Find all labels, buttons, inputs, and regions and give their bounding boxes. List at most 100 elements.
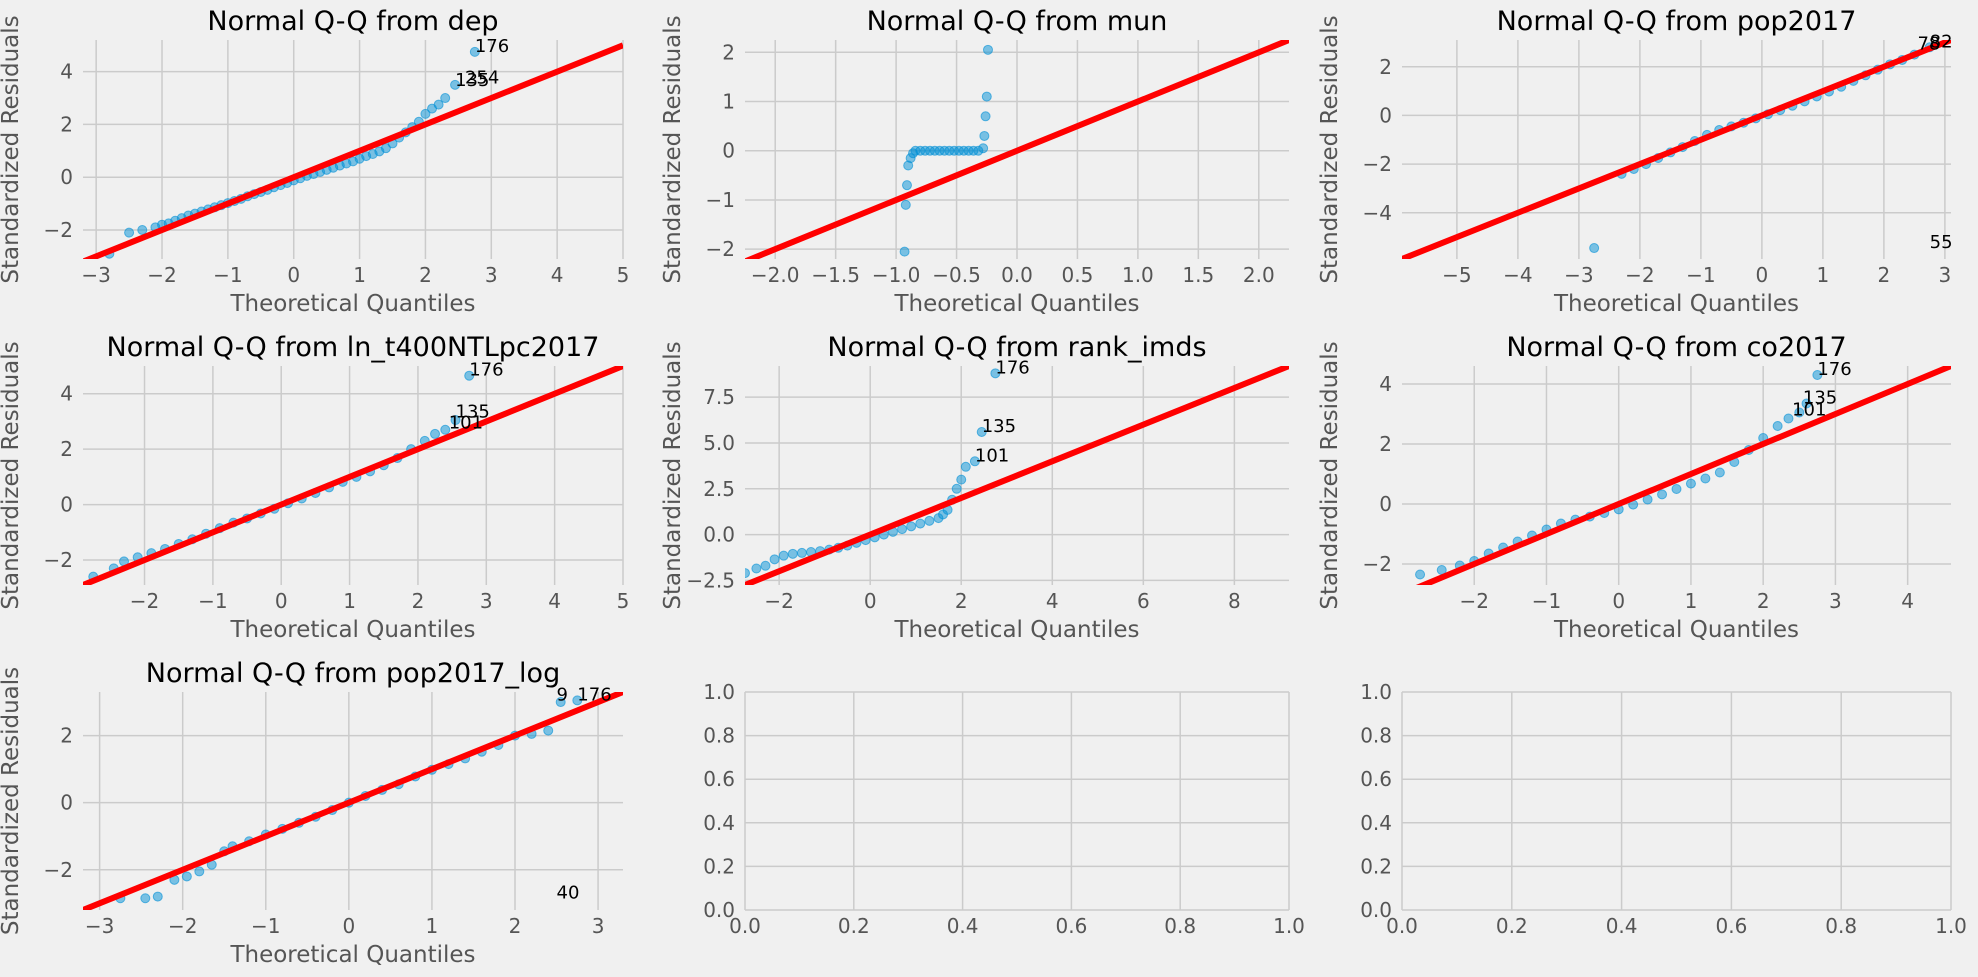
x-axis-label: Theoretical Quantiles — [229, 291, 475, 317]
data-point — [1801, 398, 1812, 409]
data-point — [543, 725, 554, 736]
point-annotation: 135 — [455, 70, 489, 91]
data-point — [1415, 569, 1426, 580]
subplot-title: Normal Q-Q from pop2017_log — [146, 658, 560, 689]
x-tick-label: −2 — [1459, 589, 1488, 613]
x-tick-label: 0.0 — [1001, 263, 1033, 287]
x-axis-label: Theoretical Quantiles — [1553, 291, 1799, 317]
x-tick-label: −1 — [251, 914, 280, 938]
x-tick-label: 1 — [343, 589, 356, 613]
y-tick-label: 0.4 — [703, 811, 735, 835]
y-tick-label: −2 — [44, 548, 73, 572]
x-tick-label: 0 — [287, 263, 300, 287]
y-tick-label: −2 — [1363, 552, 1392, 576]
y-tick-label: 0 — [60, 493, 73, 517]
data-point — [899, 246, 910, 257]
y-tick-label: 0 — [1379, 103, 1392, 127]
data-point — [1714, 467, 1725, 478]
plot-area — [83, 692, 623, 910]
x-tick-label: −3 — [81, 263, 110, 287]
point-annotation: 135 — [456, 401, 490, 422]
x-tick-label: −4 — [1503, 263, 1532, 287]
x-axis-label: Theoretical Quantiles — [893, 617, 1139, 643]
data-point — [976, 426, 987, 437]
data-point — [469, 46, 480, 57]
point-annotation: 55 — [1930, 232, 1953, 253]
point-annotation: 176 — [995, 357, 1029, 378]
reference-line — [83, 366, 623, 585]
data-point — [450, 79, 461, 90]
y-tick-label: 0.0 — [703, 523, 735, 547]
x-tick-label: 8 — [1228, 589, 1241, 613]
point-annotation: 135 — [1803, 388, 1837, 409]
y-tick-label: 0.4 — [1360, 811, 1392, 835]
y-tick-label: 0.8 — [703, 724, 735, 748]
x-tick-label: −1.0 — [872, 263, 921, 287]
x-tick-label: 0.8 — [1164, 914, 1196, 938]
x-tick-label: 1.0 — [1122, 263, 1154, 287]
y-axis-label: Standardized Residuals — [1317, 15, 1343, 283]
data-point — [194, 866, 205, 877]
y-tick-label: 2 — [1379, 432, 1392, 456]
x-axis-label: Theoretical Quantiles — [229, 617, 475, 643]
y-tick-label: 0.6 — [703, 767, 735, 791]
x-tick-label: 3 — [1939, 263, 1952, 287]
data-point — [433, 99, 444, 110]
data-point — [951, 483, 962, 494]
y-axis-label: Standardized Residuals — [660, 15, 686, 283]
x-tick-label: 1 — [1685, 589, 1698, 613]
plot-area — [1415, 366, 1951, 585]
data-point — [1772, 421, 1783, 431]
data-point — [450, 415, 461, 426]
x-tick-label: 2 — [955, 589, 968, 613]
y-tick-label: 2 — [1379, 55, 1392, 79]
y-tick-label: 4 — [1379, 372, 1392, 396]
x-tick-label: 0 — [1612, 589, 1625, 613]
x-tick-label: −1 — [213, 263, 242, 287]
y-tick-label: 2 — [60, 112, 73, 136]
point-annotation: 101 — [449, 412, 483, 433]
y-axis-label: Standardized Residuals — [1317, 341, 1343, 609]
x-tick-label: −2 — [168, 914, 197, 938]
x-tick-label: 3 — [1829, 589, 1842, 613]
y-tick-label: −2 — [706, 237, 735, 261]
x-tick-label: 2 — [412, 589, 425, 613]
point-annotation: 9 — [557, 684, 568, 705]
subplot-title: Normal Q-Q from rank_imds — [827, 332, 1206, 363]
data-point — [915, 518, 926, 529]
y-tick-label: 1.0 — [703, 680, 735, 704]
x-tick-label: 1.5 — [1182, 263, 1214, 287]
data-point — [769, 554, 780, 565]
y-tick-label: 1 — [722, 90, 735, 114]
x-tick-label: −1 — [198, 589, 227, 613]
x-tick-label: 0.0 — [729, 914, 761, 938]
y-tick-label: 1.0 — [1360, 680, 1392, 704]
x-tick-label: 1.0 — [1273, 914, 1305, 938]
point-annotation: 82 — [1930, 31, 1953, 52]
subplot-title: Normal Q-Q from pop2017 — [1497, 6, 1857, 37]
x-tick-label: 0.5 — [1062, 263, 1094, 287]
data-point — [900, 199, 911, 210]
y-tick-label: −2.5 — [686, 568, 735, 592]
x-tick-label: −5 — [1442, 263, 1471, 287]
data-point — [440, 424, 451, 435]
x-tick-label: 2.0 — [1243, 263, 1275, 287]
x-tick-label: 2 — [1878, 263, 1891, 287]
x-tick-label: −2 — [130, 589, 159, 613]
x-tick-label: 1 — [426, 914, 439, 938]
x-tick-label: 1.0 — [1935, 914, 1967, 938]
data-point — [760, 560, 771, 571]
x-tick-label: 0 — [1756, 263, 1769, 287]
data-point — [124, 227, 135, 238]
data-point — [1700, 473, 1711, 484]
reference-line — [745, 366, 1289, 585]
data-point — [1794, 407, 1805, 418]
x-tick-label: −2.0 — [751, 263, 800, 287]
subplot-title: Normal Q-Q from mun — [867, 6, 1168, 37]
data-point — [430, 428, 441, 439]
y-tick-label: 0 — [60, 165, 73, 189]
